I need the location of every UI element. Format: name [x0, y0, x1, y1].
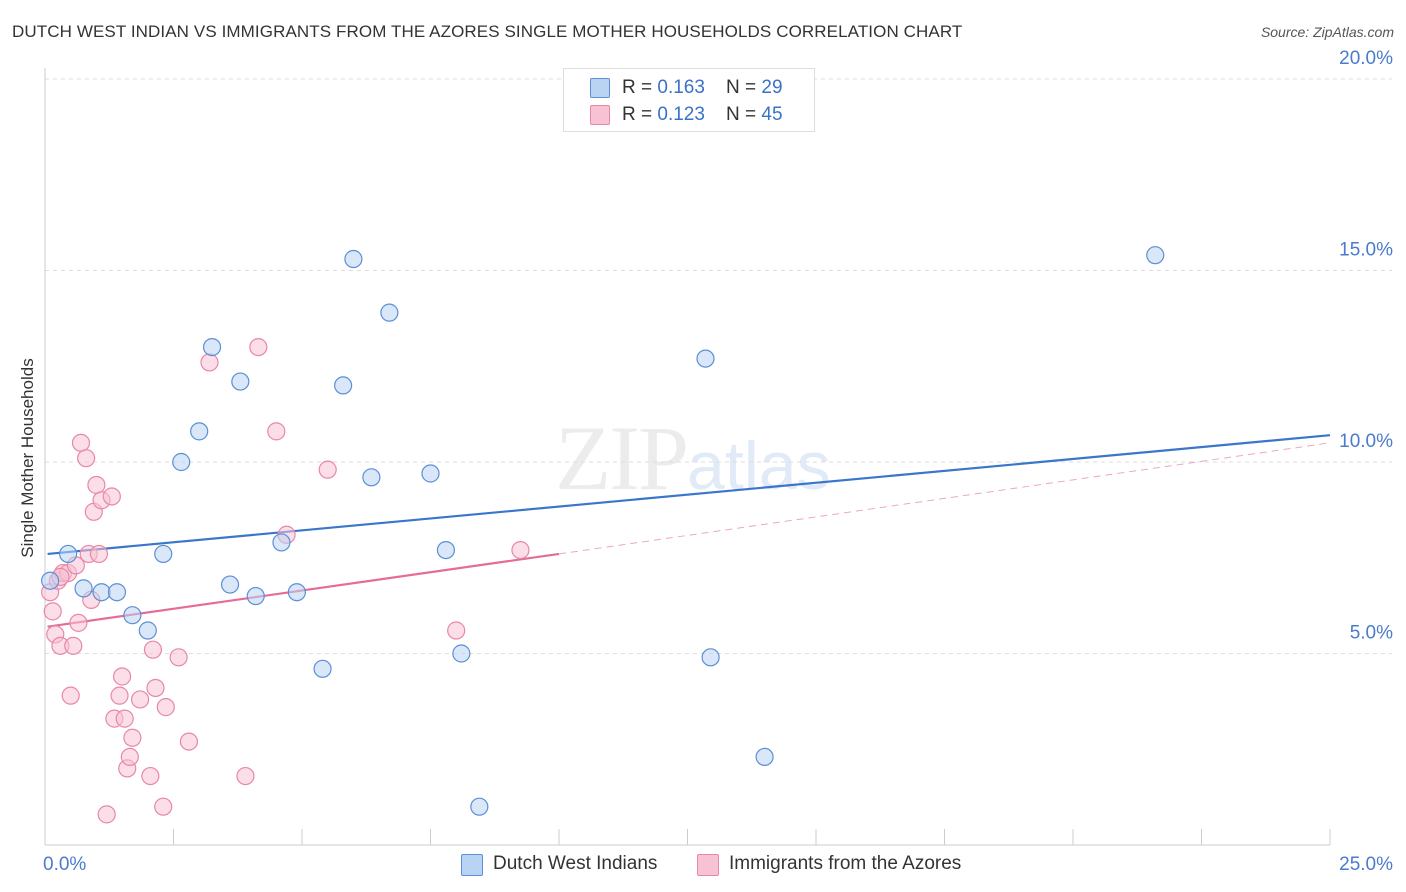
watermark-atlas: atlas: [687, 428, 831, 504]
point-pink: [200, 353, 219, 372]
point-blue: [380, 303, 399, 322]
gridlines: [45, 78, 1392, 654]
point-pink: [141, 766, 160, 786]
trend-lines: [47, 434, 1331, 628]
legend-n-value: 29: [761, 77, 783, 98]
bottom-legend-swatch-pink: [697, 854, 719, 876]
point-pink: [43, 602, 62, 621]
point-pink: [69, 613, 88, 632]
point-pink: [146, 678, 165, 698]
legend-r-value: 0.123: [657, 104, 705, 125]
point-blue: [287, 583, 306, 602]
point-pink: [267, 422, 286, 441]
tick-labels: 5.0% 10.0% 15.0% 20.0% 0.0% 25.0%: [43, 48, 1393, 875]
legend-n-value: 45: [761, 104, 783, 125]
point-pink: [77, 449, 96, 468]
point-pink: [143, 640, 163, 659]
legend-r-label: R =: [622, 104, 658, 125]
point-pink: [179, 732, 199, 751]
point-blue: [123, 606, 142, 625]
legend-swatch-pink: [590, 105, 610, 125]
point-pink: [130, 690, 150, 709]
point-blue: [92, 583, 111, 602]
x-tick-label: 25.0%: [1339, 854, 1393, 875]
point-blue: [59, 544, 78, 564]
point-pink: [156, 698, 175, 717]
point-pink: [249, 338, 268, 357]
point-blue: [190, 422, 209, 441]
point-pink: [120, 747, 139, 767]
point-blue: [154, 544, 173, 564]
point-pink: [102, 487, 121, 506]
point-blue: [202, 338, 222, 357]
legend-r-label: R =: [622, 77, 658, 98]
point-pink: [87, 475, 106, 495]
point-blue: [138, 621, 157, 640]
point-blue: [470, 797, 489, 816]
point-blue: [172, 452, 191, 472]
axes: [44, 68, 1331, 846]
point-blue: [220, 575, 240, 594]
point-blue: [344, 249, 363, 269]
point-blue: [452, 644, 471, 663]
point-blue: [421, 464, 440, 483]
point-blue: [107, 583, 127, 602]
point-blue: [334, 376, 353, 395]
point-blue: [436, 540, 456, 560]
data-points: [41, 246, 1165, 824]
chart-title: DUTCH WEST INDIAN VS IMMIGRANTS FROM THE…: [12, 22, 963, 41]
point-blue: [231, 372, 250, 391]
point-pink: [236, 766, 255, 786]
y-tick-label: 15.0%: [1339, 240, 1393, 261]
bottom-legend-swatch-blue: [461, 854, 483, 876]
point-pink: [169, 648, 188, 667]
source-label: Source: ZipAtlas.com: [1260, 24, 1394, 40]
legend-r-value: 0.163: [657, 77, 705, 98]
point-blue: [246, 586, 265, 606]
trend-extension-pink: [558, 442, 1331, 555]
point-pink: [447, 621, 466, 640]
point-pink: [154, 797, 173, 816]
point-pink: [97, 805, 116, 824]
bottom-legend-label: Immigrants from the Azores: [729, 853, 962, 874]
point-pink: [89, 544, 109, 564]
watermark-zip: ZIP: [555, 407, 689, 509]
point-blue: [755, 747, 774, 767]
legend-swatch-blue: [590, 78, 610, 98]
point-pink: [61, 686, 80, 705]
legend-n-label: N =: [726, 104, 762, 125]
point-pink: [123, 728, 142, 747]
point-blue: [313, 659, 332, 678]
y-tick-label: 10.0%: [1339, 431, 1393, 452]
point-pink: [112, 667, 132, 686]
point-blue: [362, 468, 381, 487]
bottom-legend-label: Dutch West Indians: [493, 853, 658, 874]
point-blue: [701, 648, 720, 667]
correlation-legend: R = 0.163 N = 29 R = 0.123 N = 45: [563, 68, 815, 132]
point-pink: [318, 460, 337, 479]
zipatlas-watermark: ZIPatlas: [555, 405, 831, 511]
point-blue: [696, 349, 715, 368]
y-axis-label: Single Mother Households: [18, 358, 37, 558]
point-blue: [272, 533, 291, 552]
point-pink: [71, 433, 91, 452]
trend-line-blue: [47, 434, 1331, 556]
point-pink: [110, 686, 129, 705]
point-blue: [41, 571, 60, 590]
legend-n-label: N =: [726, 77, 762, 98]
point-pink: [115, 709, 134, 728]
point-blue: [74, 579, 93, 598]
point-pink: [64, 636, 83, 655]
x-tick-label: 0.0%: [43, 854, 86, 875]
y-tick-label: 20.0%: [1339, 48, 1393, 69]
point-pink: [511, 540, 530, 560]
point-blue: [1146, 246, 1165, 265]
y-tick-label: 5.0%: [1350, 623, 1393, 644]
